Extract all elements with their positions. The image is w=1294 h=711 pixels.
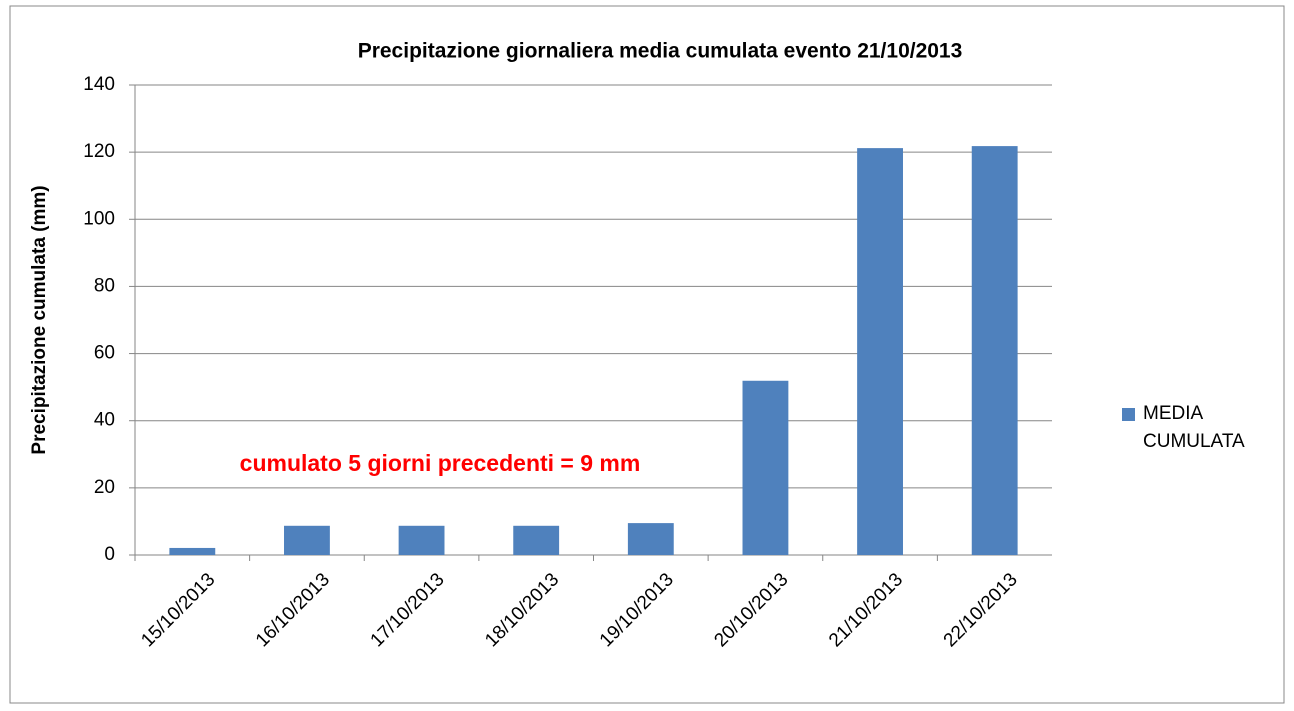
bar	[513, 525, 560, 555]
bar	[857, 148, 903, 555]
bar	[627, 523, 674, 555]
y-tick-label: 40	[94, 410, 115, 431]
bar	[398, 525, 445, 555]
bar	[971, 146, 1018, 555]
legend: MEDIA CUMULATA	[1122, 400, 1272, 456]
y-tick-label: 120	[83, 141, 115, 162]
y-tick-label: 100	[83, 208, 115, 229]
chart-border	[9, 5, 1285, 704]
legend-label: MEDIA CUMULATA	[1143, 403, 1245, 452]
y-tick-label: 20	[94, 477, 115, 498]
chart-title: Precipitazione giornaliera media cumulat…	[358, 40, 963, 63]
bar	[169, 547, 216, 555]
y-axis-label: Precipitazione cumulata (mm)	[29, 185, 50, 454]
y-tick-label: 80	[94, 275, 115, 296]
y-tick-label: 0	[104, 544, 115, 565]
bar	[742, 380, 789, 555]
y-tick-label: 60	[94, 343, 115, 364]
legend-swatch	[1122, 408, 1135, 421]
y-tick-label: 140	[83, 74, 115, 95]
bar	[284, 525, 330, 555]
annotation: cumulato 5 giorni precedenti = 9 mm	[240, 450, 641, 476]
